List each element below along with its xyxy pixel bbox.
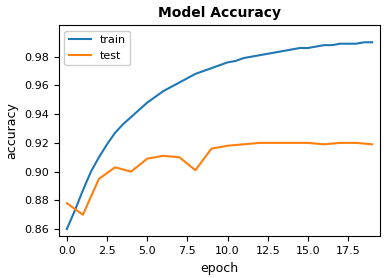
test	[338, 141, 343, 145]
train	[209, 66, 214, 70]
train	[354, 42, 358, 45]
train	[338, 42, 343, 45]
train	[89, 170, 93, 173]
train	[193, 72, 198, 76]
train	[185, 76, 190, 80]
train	[273, 51, 278, 54]
train	[217, 64, 222, 67]
test	[241, 143, 246, 146]
train	[281, 49, 286, 53]
train	[241, 56, 246, 60]
train	[362, 41, 367, 44]
train	[330, 43, 334, 47]
train	[289, 48, 294, 51]
test	[145, 157, 149, 160]
test	[161, 154, 165, 157]
train	[137, 108, 142, 111]
train	[306, 46, 310, 50]
train	[121, 123, 125, 126]
train	[249, 55, 254, 58]
train	[225, 61, 230, 64]
train	[113, 131, 118, 135]
test	[225, 144, 230, 147]
test	[289, 141, 294, 145]
Y-axis label: accuracy: accuracy	[5, 102, 19, 159]
X-axis label: epoch: epoch	[200, 262, 239, 275]
test	[321, 143, 326, 146]
test	[209, 147, 214, 150]
train	[81, 189, 85, 192]
test	[370, 143, 374, 146]
train	[73, 209, 77, 212]
test	[96, 177, 101, 180]
test	[81, 213, 85, 216]
train	[346, 42, 350, 45]
train	[96, 156, 101, 159]
test	[306, 141, 310, 145]
train	[370, 41, 374, 44]
train	[257, 54, 262, 57]
test	[129, 170, 133, 173]
train	[169, 85, 174, 88]
train	[177, 81, 181, 84]
train	[64, 227, 69, 231]
train	[265, 52, 270, 55]
Line: train: train	[67, 42, 372, 229]
train	[233, 59, 238, 63]
Line: test: test	[67, 143, 372, 215]
test	[257, 141, 262, 145]
Legend: train, test: train, test	[64, 31, 131, 65]
test	[64, 202, 69, 205]
test	[113, 166, 118, 169]
test	[354, 141, 358, 145]
train	[105, 143, 109, 146]
train	[201, 69, 206, 73]
train	[298, 46, 302, 50]
Title: Model Accuracy: Model Accuracy	[158, 6, 281, 20]
train	[321, 43, 326, 47]
test	[177, 156, 181, 159]
train	[145, 101, 149, 104]
train	[129, 115, 133, 119]
train	[153, 95, 158, 99]
train	[314, 45, 318, 48]
test	[273, 141, 278, 145]
train	[161, 90, 165, 93]
test	[193, 168, 198, 172]
